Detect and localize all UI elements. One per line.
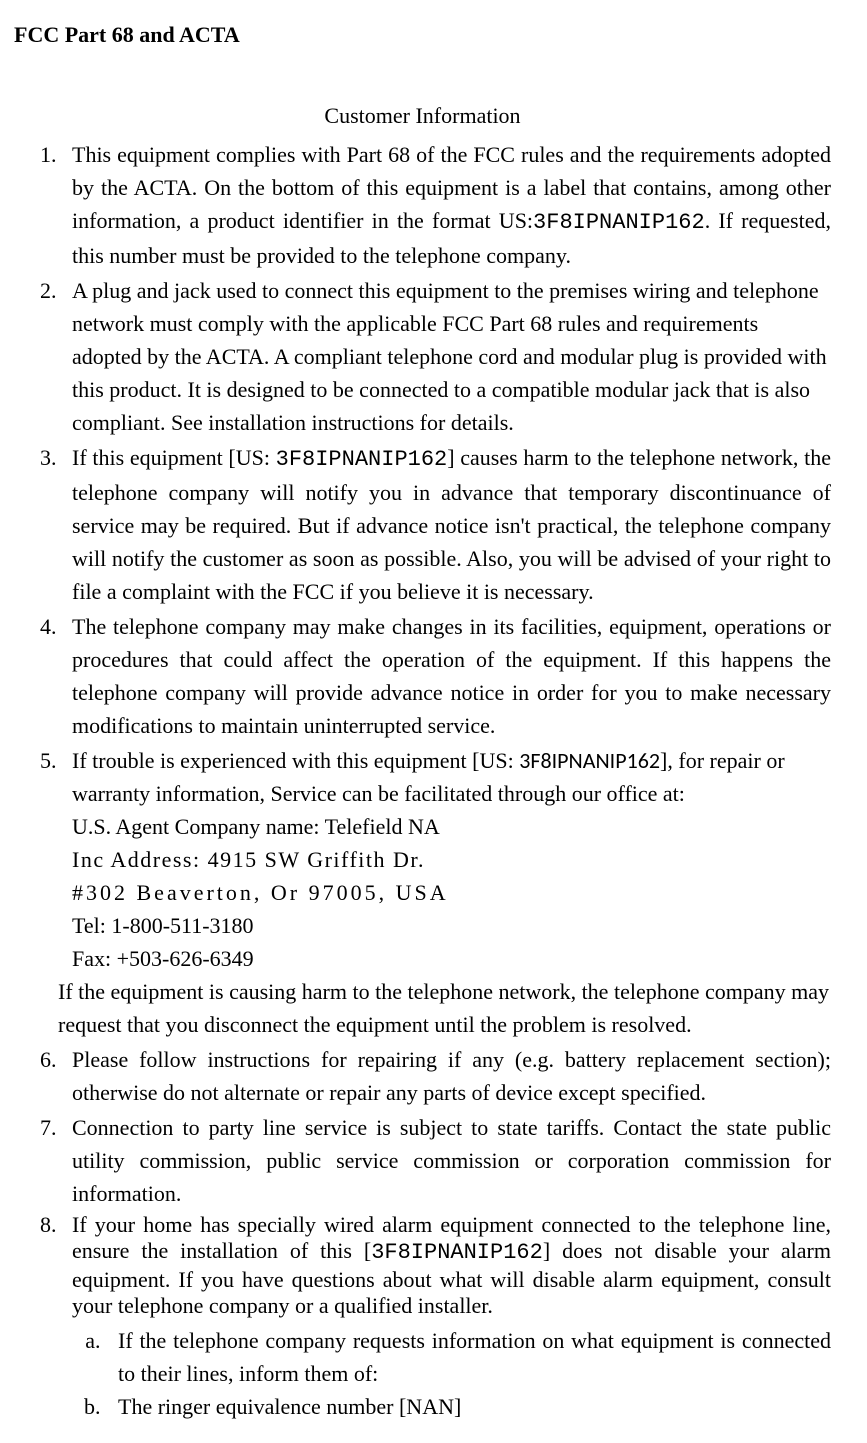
doc-subtitle: Customer Information: [14, 99, 831, 132]
item-1: This equipment complies with Part 68 of …: [62, 138, 831, 272]
product-id-3: 3F8IPNANIP162: [276, 447, 448, 472]
sub-list: If the telephone company requests inform…: [72, 1324, 831, 1423]
item-5: If trouble is experienced with this equi…: [62, 744, 831, 1041]
item-4-text: The telephone company may make changes i…: [72, 614, 831, 738]
fax: Fax: +503-626-6349: [72, 942, 831, 975]
item-5-text-a: If trouble is experienced with this equi…: [72, 748, 519, 773]
item-3-text-a: If this equipment [US:: [72, 445, 276, 470]
item-7: Connection to party line service is subj…: [62, 1111, 831, 1210]
doc-title: FCC Part 68 and ACTA: [14, 18, 831, 51]
inc-address-2: #302 Beaverton, Or 97005, USA: [72, 876, 831, 909]
agent-name: U.S. Agent Company name: Telefield NA: [72, 810, 831, 843]
item-7-text: Connection to party line service is subj…: [72, 1115, 831, 1206]
product-id-5: 3F8IPNANIP162: [519, 747, 660, 774]
sub-item-b: The ringer equivalence number [NAN]: [106, 1390, 831, 1423]
item-5-tail: If the equipment is causing harm to the …: [58, 975, 831, 1041]
item-2: A plug and jack used to connect this equ…: [62, 274, 831, 439]
item-6-text: Please follow instructions for repairing…: [72, 1047, 831, 1105]
item-3: If this equipment [US: 3F8IPNANIP162] ca…: [62, 441, 831, 608]
inc-address-1: Inc Address: 4915 SW Griffith Dr.: [72, 843, 831, 876]
product-id-1: 3F8IPNANIP162: [533, 210, 705, 235]
item-6: Please follow instructions for repairing…: [62, 1043, 831, 1109]
item-2-text: A plug and jack used to connect this equ…: [72, 278, 827, 435]
tel: Tel: 1-800-511-3180: [72, 909, 831, 942]
sub-item-a: If the telephone company requests inform…: [106, 1324, 831, 1390]
main-list: This equipment complies with Part 68 of …: [14, 138, 831, 1423]
item-4: The telephone company may make changes i…: [62, 610, 831, 742]
product-id-8: 3F8IPNANIP162: [371, 1240, 543, 1265]
item-8: If your home has specially wired alarm e…: [62, 1212, 831, 1423]
